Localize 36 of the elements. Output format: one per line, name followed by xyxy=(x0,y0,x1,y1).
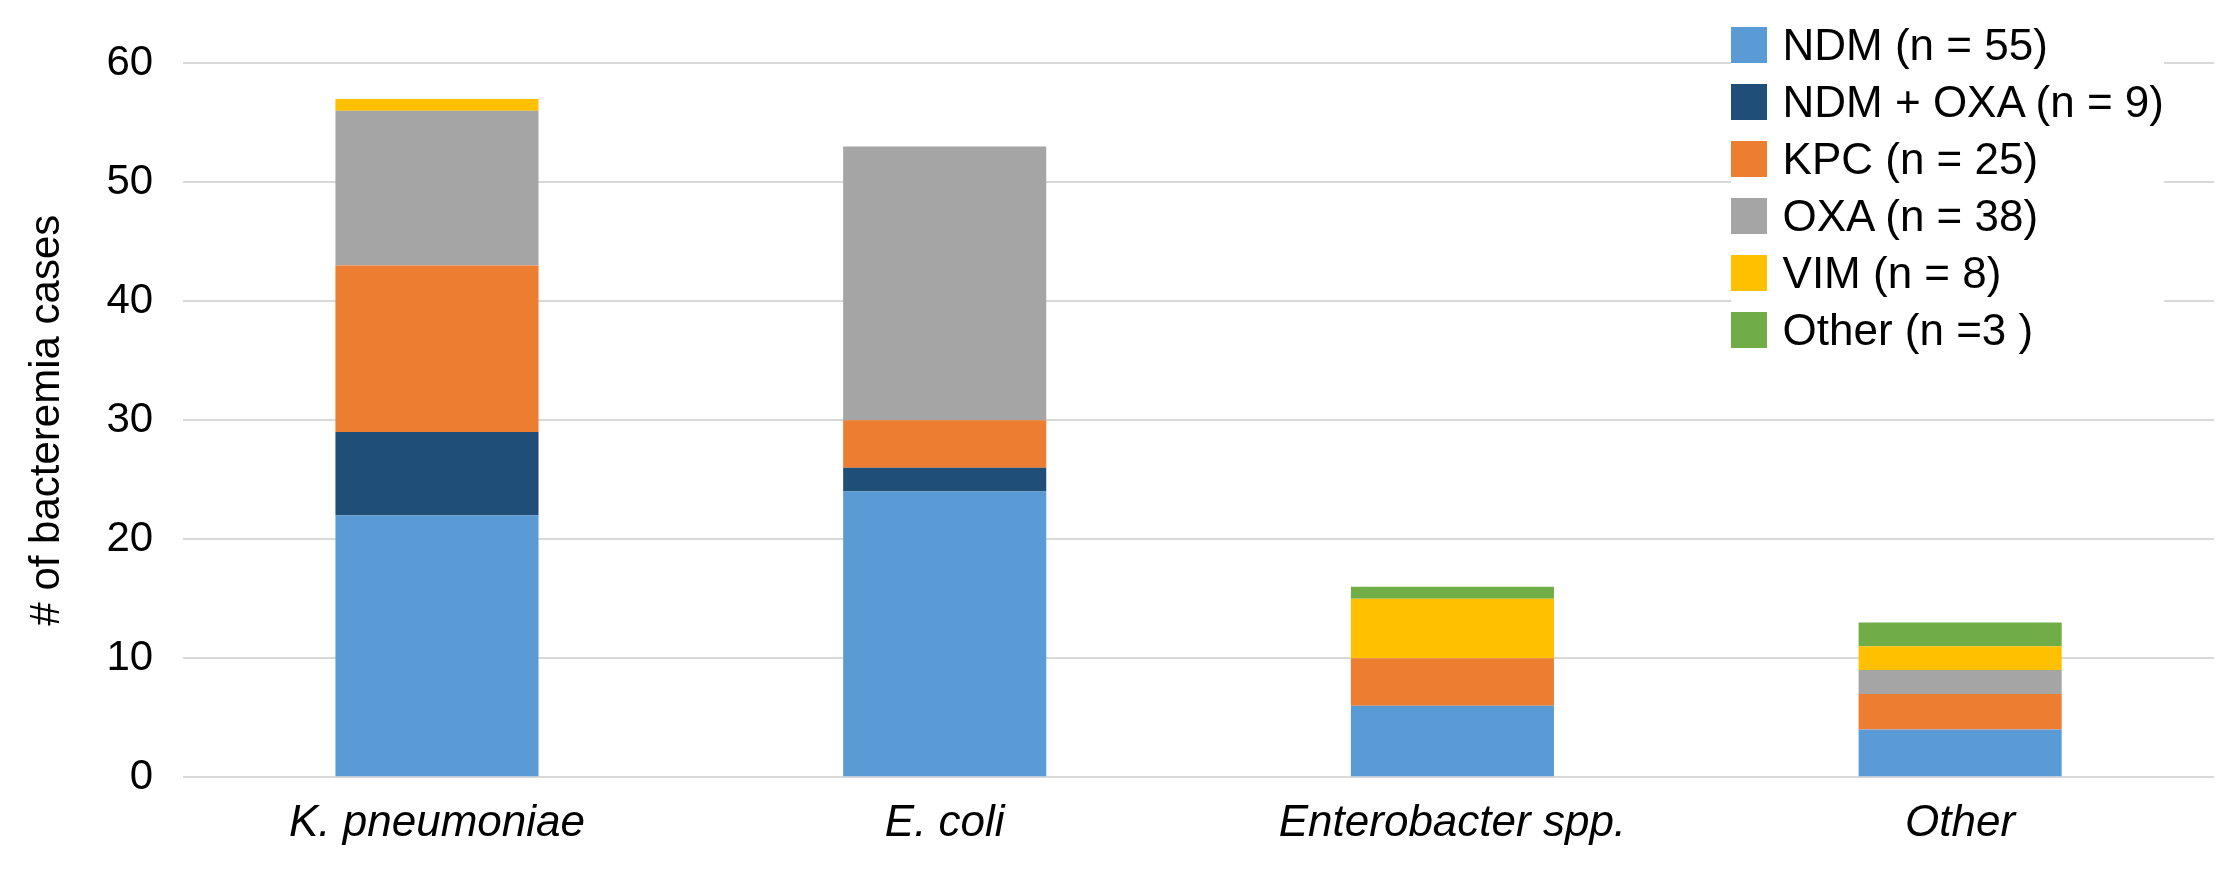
bar xyxy=(335,110,539,266)
bar xyxy=(1350,598,1554,659)
bar xyxy=(335,265,539,433)
bar xyxy=(1858,622,2062,647)
y-tick-label: 40 xyxy=(106,274,154,322)
bar xyxy=(1858,646,2062,671)
bar xyxy=(843,420,1047,468)
y-tick-label: 50 xyxy=(106,155,154,203)
legend-label: VIM (n = 8) xyxy=(1782,247,2002,298)
y-tick-label: 10 xyxy=(106,631,154,679)
y-axis-title: # of bacteremia cases xyxy=(20,214,68,626)
y-tick-label: 60 xyxy=(106,36,154,84)
legend-label: Other (n =3 ) xyxy=(1782,304,2034,355)
bar xyxy=(335,515,539,777)
y-tick-label: 30 xyxy=(106,393,154,441)
legend-label: OXA (n = 38) xyxy=(1782,190,2039,241)
bar xyxy=(1858,670,2062,694)
bar xyxy=(1858,693,2062,730)
bar xyxy=(1858,729,2062,777)
x-tick-label: Other xyxy=(1905,795,2018,845)
legend-label: NDM (n = 55) xyxy=(1782,19,2048,70)
x-tick-label: K. pneumoniae xyxy=(288,795,585,845)
bar xyxy=(1350,705,1554,777)
x-tick-label: Enterobacter spp. xyxy=(1278,795,1627,845)
bar xyxy=(335,432,539,516)
bar xyxy=(843,467,1047,492)
legend-label: NDM + OXA (n = 9) xyxy=(1782,76,2164,127)
y-tick-label: 0 xyxy=(129,750,154,798)
x-tick-label: E. coli xyxy=(884,795,1006,845)
bar xyxy=(1350,658,1554,706)
bar xyxy=(335,98,539,111)
bar xyxy=(843,491,1047,777)
y-tick-label: 20 xyxy=(106,512,154,560)
legend-label: KPC (n = 25) xyxy=(1782,133,2039,184)
bar xyxy=(843,146,1047,421)
bar xyxy=(1350,586,1554,599)
